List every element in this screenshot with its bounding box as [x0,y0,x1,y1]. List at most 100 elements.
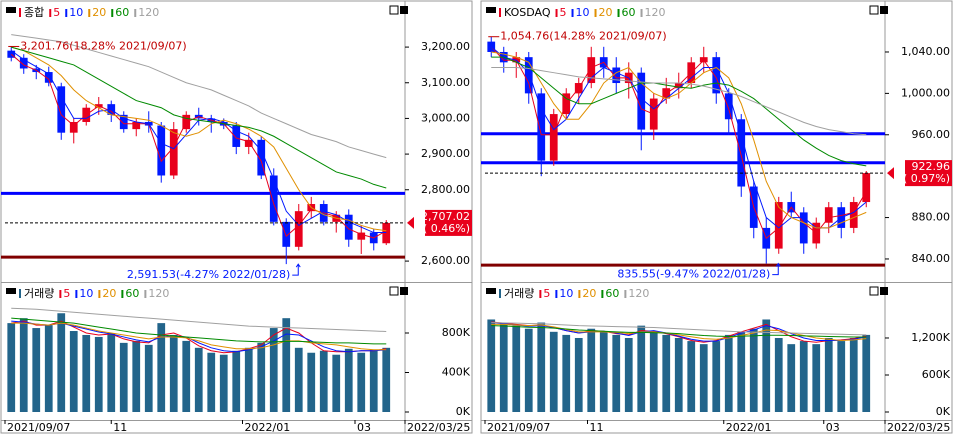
legend-swatch [617,9,620,17]
volume-bar [512,325,521,412]
last-price-box [905,160,952,187]
candle-body [119,114,128,130]
candle-body [712,57,721,94]
low-pointer [292,263,301,276]
volume-bar [749,328,758,412]
candle-body [257,139,266,176]
volume-bar [207,352,216,412]
candle-body [357,232,366,240]
volume-ma-line [11,320,387,353]
volume-bar [44,325,53,412]
volume-bar [119,342,128,412]
candle-body [57,86,66,133]
legend-entry: 20 [599,6,613,19]
last-price-label: 2,707.02 [421,210,470,223]
last-price-pointer [887,167,894,180]
y-tick-label: 800K [442,326,471,339]
legend-entry: 60 [115,6,129,19]
x-tick-label: 03 [357,421,371,434]
candle-body [524,57,533,94]
legend-mark [19,8,21,17]
volume-bar [57,313,66,412]
volume-bar [599,331,608,412]
ma-line [491,56,867,167]
candle-body [157,125,166,176]
legend-mark [499,8,501,17]
close-button [880,6,888,14]
close-button [400,287,408,295]
volume-ma-line [11,322,387,351]
volume-ma-line [11,317,387,345]
last-price-box [425,209,472,236]
volume-bar [724,334,733,412]
volume-bar [787,344,796,412]
candle-body [549,114,558,161]
volume-bar [157,323,166,412]
volume-bar [7,323,16,412]
ma-line [491,51,867,229]
legend-swatch [121,290,124,298]
legend-icon [486,7,496,13]
volume-bar [319,350,328,412]
legend-entry: 5 [53,6,60,19]
volume-bar [774,337,783,412]
legend-swatch [601,290,604,298]
legend-swatch [594,9,597,17]
volume-bar [799,341,808,412]
legend-entry: 5 [560,6,567,19]
panel-frame [480,0,953,434]
volume-bar [574,337,583,412]
y-tick-label: 880.00 [912,211,951,224]
legend-entry: 120 [148,287,169,300]
volume-bar [824,337,833,412]
volume-bar [562,334,571,412]
high-label: 3,201.76(18.28% 2021/09/07) [20,39,186,52]
candle-body [637,72,646,130]
high-label: 1,054.76(14.28% 2021/09/07) [500,30,666,43]
volume-bar [662,334,671,412]
low-label: 835.55(-9.47% 2022/01/28) [617,268,770,281]
volume-bar [537,322,546,412]
y-tick-label: 400K [442,365,471,378]
legend-entry: 60 [125,287,139,300]
volume-bar [812,344,821,412]
volume-bar [357,352,366,412]
candle-body [724,93,733,120]
x-tick-label: 2022/03/25 [407,421,470,434]
y-tick-label: 1,000.00 [901,86,950,99]
legend-title: 거래량 [504,287,534,300]
volume-bar [837,341,846,412]
legend-swatch [65,9,68,17]
legend-title: KOSDAQ [504,6,551,19]
volume-bar [332,354,341,412]
last-price-label: 922.96 [912,160,951,173]
volume-bar [32,328,41,412]
change-label: ( 0.97%) [903,172,950,185]
volume-bar [219,354,228,412]
ma-line [10,50,387,234]
x-tick-label: 2022/03/25 [887,421,950,434]
volume-bar [674,337,683,412]
legend-entry: 60 [605,287,619,300]
candle-body [244,139,253,147]
volume-bar [144,344,153,412]
volume-bar [499,322,508,412]
legend-mark [499,289,501,298]
volume-bar [862,334,871,412]
volume-bar [712,341,721,412]
candle-body [862,173,871,203]
candle-body [382,222,391,244]
candle-body [824,207,833,223]
candle-body [282,221,291,247]
candle-body [269,175,278,222]
legend-entry: 60 [622,6,636,19]
legend-icon [6,288,16,294]
volume-bar [107,332,116,412]
candle-body [737,119,746,187]
legend-swatch [624,290,627,298]
candle-body [537,93,546,161]
low-pointer [772,262,781,276]
legend-entry: 10 [69,6,83,19]
volume-bar [294,347,303,412]
